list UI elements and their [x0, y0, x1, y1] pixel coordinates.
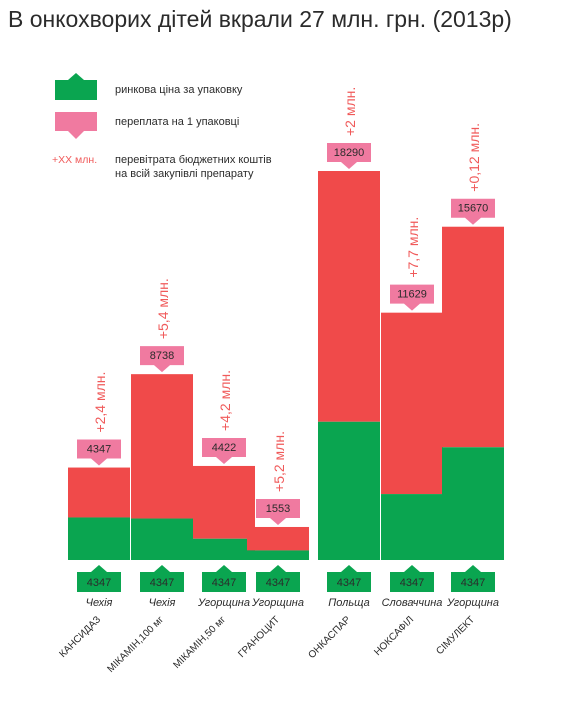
category-label: СІМУЛЕКТ	[434, 614, 477, 657]
market-price-marker	[327, 565, 371, 592]
market-price-marker	[77, 565, 121, 592]
category-label: КАНСИДАЗ	[58, 614, 104, 660]
country-label: Словаччина	[382, 597, 443, 609]
total-price-label: 4422	[212, 442, 236, 454]
market-price-label: 4347	[212, 577, 236, 589]
price-callout	[77, 439, 121, 466]
market-segment	[381, 494, 443, 560]
overpay-segment	[318, 171, 380, 422]
market-segment	[131, 518, 193, 560]
price-callout	[202, 437, 246, 464]
market-segment	[247, 550, 309, 560]
total-price-label: 8738	[150, 350, 174, 362]
category-label: НОКСАФІЛ	[372, 614, 416, 658]
market-price-label: 4347	[87, 577, 111, 589]
market-price-marker	[140, 565, 184, 592]
overpay-segment	[442, 226, 504, 448]
total-price-label: 1553	[266, 503, 290, 515]
overpay-segment	[68, 467, 130, 518]
legend-loss-symbol: +XX млн.	[52, 154, 97, 166]
market-price-label: 4347	[266, 577, 290, 589]
legend-loss-label-line2: на всій закупівлі препарату	[115, 168, 254, 180]
overspend-label: +2 млн.	[342, 87, 358, 136]
market-price-marker	[451, 565, 495, 592]
country-label: Угорщина	[197, 597, 250, 609]
market-price-label: 4347	[461, 577, 485, 589]
price-callout	[327, 143, 371, 169]
category-label: МІКАМІН,100 мг	[106, 614, 167, 675]
total-price-label: 18290	[334, 147, 365, 159]
overpay-segment	[193, 465, 255, 539]
category-label: ОНКАСПАР	[306, 614, 353, 661]
price-callout	[390, 284, 434, 311]
overpay-segment	[131, 374, 193, 519]
overpay-segment	[381, 312, 443, 495]
country-label: Польща	[328, 597, 369, 609]
overspend-label: +5,2 млн.	[271, 431, 287, 492]
overspend-label: +7,7 млн.	[405, 217, 421, 278]
country-label: Чехія	[86, 597, 113, 609]
country-label: Угорщина	[251, 597, 304, 609]
overspend-label: +2,4 млн.	[92, 372, 108, 433]
legend-overpay-label: переплата на 1 упаковці	[115, 116, 239, 128]
total-price-label: 4347	[87, 444, 111, 456]
legend-loss-label-line1: перевітрата бюджетних коштів	[115, 154, 272, 166]
category-label: МІКАМІН,50 мг	[171, 614, 228, 671]
market-segment	[68, 517, 130, 560]
market-price-label: 4347	[150, 577, 174, 589]
market-price-marker	[390, 565, 434, 592]
market-segment	[193, 538, 255, 560]
market-price-marker	[202, 565, 246, 592]
total-price-label: 11629	[397, 289, 427, 301]
market-price-label: 4347	[337, 577, 361, 589]
overspend-label: +4,2 млн.	[217, 370, 233, 431]
overpay-segment	[247, 526, 309, 551]
market-segment	[318, 421, 380, 560]
price-callout	[451, 198, 495, 225]
market-price-label: 4347	[400, 577, 424, 589]
legend: ринкова ціна за упаковку переплата на 1 …	[52, 73, 272, 180]
country-label: Чехія	[149, 597, 176, 609]
legend-overpay-swatch	[55, 112, 97, 139]
page-title: В онкохворих дітей вкрали 27 млн. грн. (…	[8, 6, 512, 32]
market-price-marker	[256, 565, 300, 592]
legend-market-label: ринкова ціна за упаковку	[115, 84, 243, 96]
price-callout	[140, 346, 184, 373]
category-label: ГРАНОЦИТ	[236, 614, 282, 660]
total-price-label: 15670	[458, 203, 489, 215]
overspend-label: +0,12 млн.	[466, 123, 482, 192]
legend-market-swatch	[55, 73, 97, 100]
overspend-label: +5,4 млн.	[155, 278, 171, 339]
price-callout	[256, 498, 300, 525]
market-segment	[442, 447, 504, 560]
country-label: Угорщина	[446, 597, 499, 609]
